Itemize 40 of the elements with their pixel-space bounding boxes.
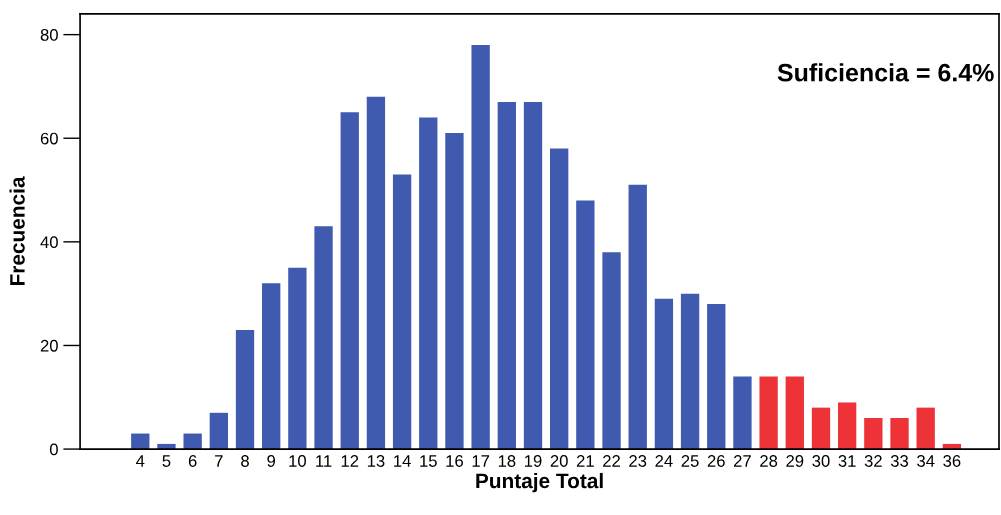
x-tick-label: 13 [367, 455, 385, 467]
x-tick-label: 5 [162, 455, 171, 467]
x-tick-label: 21 [576, 455, 594, 467]
x-tick-label: 26 [707, 455, 725, 467]
x-tick-label: 24 [655, 455, 673, 467]
y-tick-label: 0 [49, 443, 58, 456]
x-tick-label: 30 [812, 455, 830, 467]
x-tick-label: 9 [267, 455, 276, 467]
y-axis-title: Frecuencia [9, 176, 25, 286]
x-tick-label: 18 [498, 455, 516, 467]
x-tick-label: 31 [838, 455, 856, 467]
x-tick-label: 11 [316, 455, 332, 467]
x-tick-label: 10 [289, 455, 306, 467]
x-tick-label: 33 [890, 455, 909, 467]
x-tick-label: 7 [215, 455, 223, 467]
x-tick-label: 8 [241, 455, 249, 467]
annotation: Suficiencia = 6.4% [777, 63, 994, 82]
x-tick-label: 19 [525, 455, 542, 467]
x-tick-label: 23 [629, 455, 647, 467]
x-tick-label: 12 [341, 455, 359, 467]
y-tick-label: 20 [40, 339, 58, 352]
x-tick-label: 22 [603, 455, 620, 467]
y-tick-label: 60 [40, 132, 58, 145]
x-tick-label: 27 [734, 455, 751, 467]
x-tick-label: 14 [394, 455, 411, 467]
x-tick-label: 28 [760, 455, 778, 467]
x-tick-label: 32 [864, 455, 882, 467]
x-tick-label: 25 [681, 455, 699, 467]
x-tick-label: 6 [188, 455, 197, 467]
x-tick-label: 16 [446, 455, 463, 467]
x-tick-label: 4 [136, 455, 145, 467]
x-tick-label: 34 [917, 455, 935, 467]
y-tick-label: 80 [40, 29, 58, 41]
x-tick-label: 20 [550, 455, 568, 467]
x-axis-title: Puntaje Total [476, 472, 603, 493]
y-tick-label: 40 [40, 236, 58, 249]
x-tick-label: 15 [420, 455, 437, 467]
x-tick-label: 29 [786, 455, 804, 467]
x-tick-label: 36 [943, 455, 961, 467]
x-tick-label: 17 [472, 455, 490, 467]
